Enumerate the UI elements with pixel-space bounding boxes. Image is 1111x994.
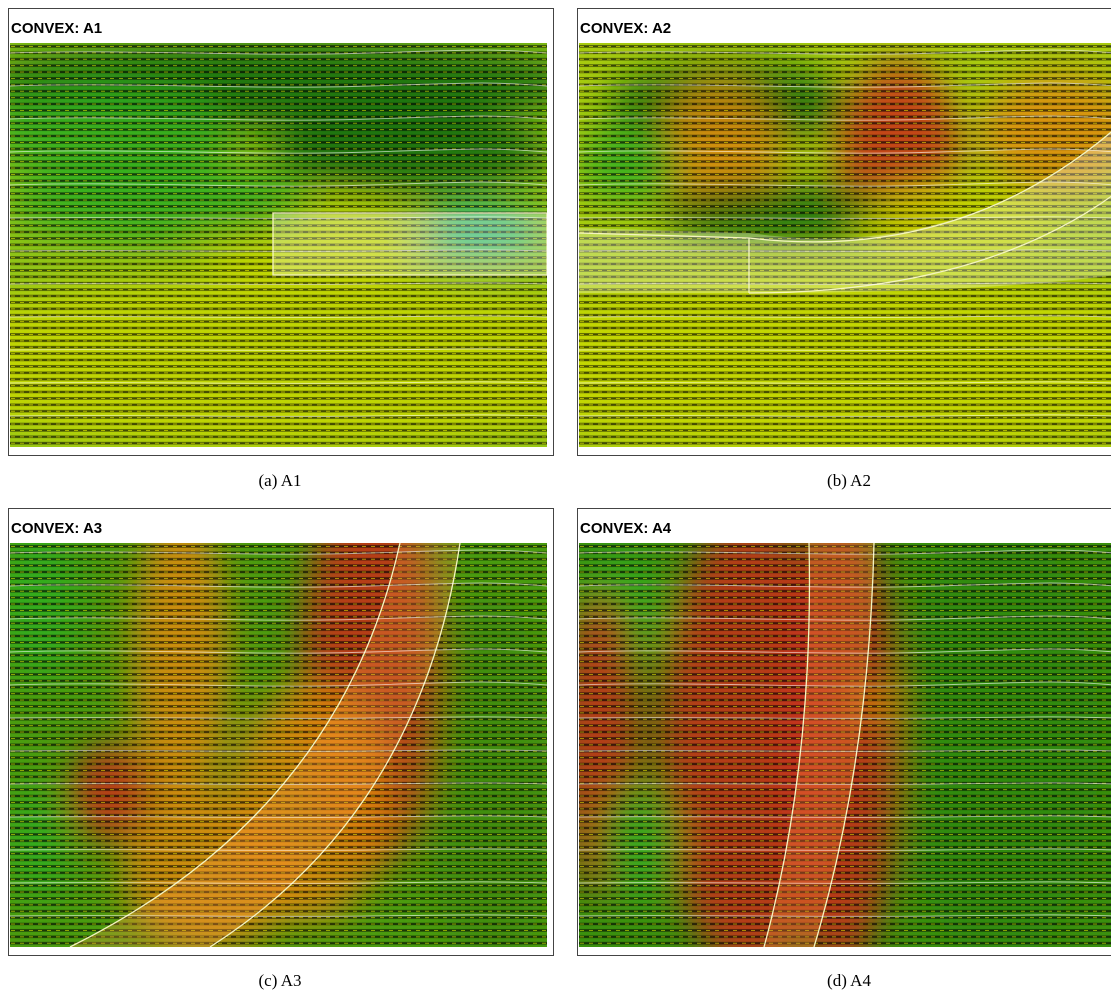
region-outline [763,543,875,947]
streamline [10,216,547,219]
region-overlay [70,543,460,947]
streamline [579,749,1111,752]
streamline [579,249,1111,252]
streamline [10,414,547,417]
streamline [579,381,1111,384]
streamline [10,848,547,851]
streamline [10,749,547,752]
streamline [579,414,1111,417]
streamline [10,148,547,154]
streamline [579,582,1111,588]
streamline [10,681,547,687]
flow-field [579,43,1111,447]
streamline [579,615,1111,621]
streamline [579,815,1111,818]
streamline [579,648,1111,654]
streamline [579,181,1111,187]
panel: CONVEX: A4 (d) A4 [577,508,1111,990]
streamline [579,549,1111,555]
panel-title: CONVEX: A4 [580,520,672,537]
streamline [10,782,547,785]
streamline [10,582,547,588]
panel-title: CONVEX: A1 [11,20,102,37]
panel-title: CONVEX: A3 [11,520,102,537]
streamline [579,848,1111,851]
streamline [579,914,1111,917]
region-overlay [273,213,547,275]
streamline [10,115,547,121]
panel-caption: (d) A4 [827,971,871,990]
streamline [579,49,1111,55]
region-overlay [579,132,1111,293]
streamline [579,716,1111,719]
streamline [10,914,547,917]
streamline [579,115,1111,121]
streamline [579,282,1111,285]
panel-caption: (b) A2 [827,471,871,490]
flow-field [10,543,547,947]
streamline [10,815,547,818]
streamline [579,681,1111,687]
vector-arrows [579,543,1111,947]
streamline [579,348,1111,351]
streamline [10,549,547,555]
streamline [579,216,1111,219]
region-overlay [764,543,874,947]
streamline [10,615,547,621]
panel-caption: (a) A1 [259,471,302,490]
vector-arrows [10,43,547,447]
panel-caption: (c) A3 [259,971,302,990]
vector-arrows [10,543,547,947]
region-outline [69,543,461,947]
flow-field [10,43,547,447]
streamline [10,881,547,884]
streamline [10,348,547,351]
streamline [10,648,547,654]
panel: CONVEX: A3 (c) A3 [8,508,554,990]
streamline [579,782,1111,785]
streamline [10,282,547,285]
streamline [10,181,547,187]
streamline [579,315,1111,318]
panel: CONVEX: A2 (b) A2 [577,8,1111,490]
streamline [10,716,547,719]
panel-title: CONVEX: A2 [580,20,671,37]
flow-field [579,543,1111,947]
streamline [579,82,1111,88]
streamline [579,881,1111,884]
region-outline [272,212,547,276]
streamline [10,381,547,384]
streamline [10,315,547,318]
streamline [579,148,1111,154]
streamline [10,82,547,88]
streamline [10,49,547,55]
panel: CONVEX: A1 (a) A1 [8,8,554,490]
streamline [10,249,547,252]
